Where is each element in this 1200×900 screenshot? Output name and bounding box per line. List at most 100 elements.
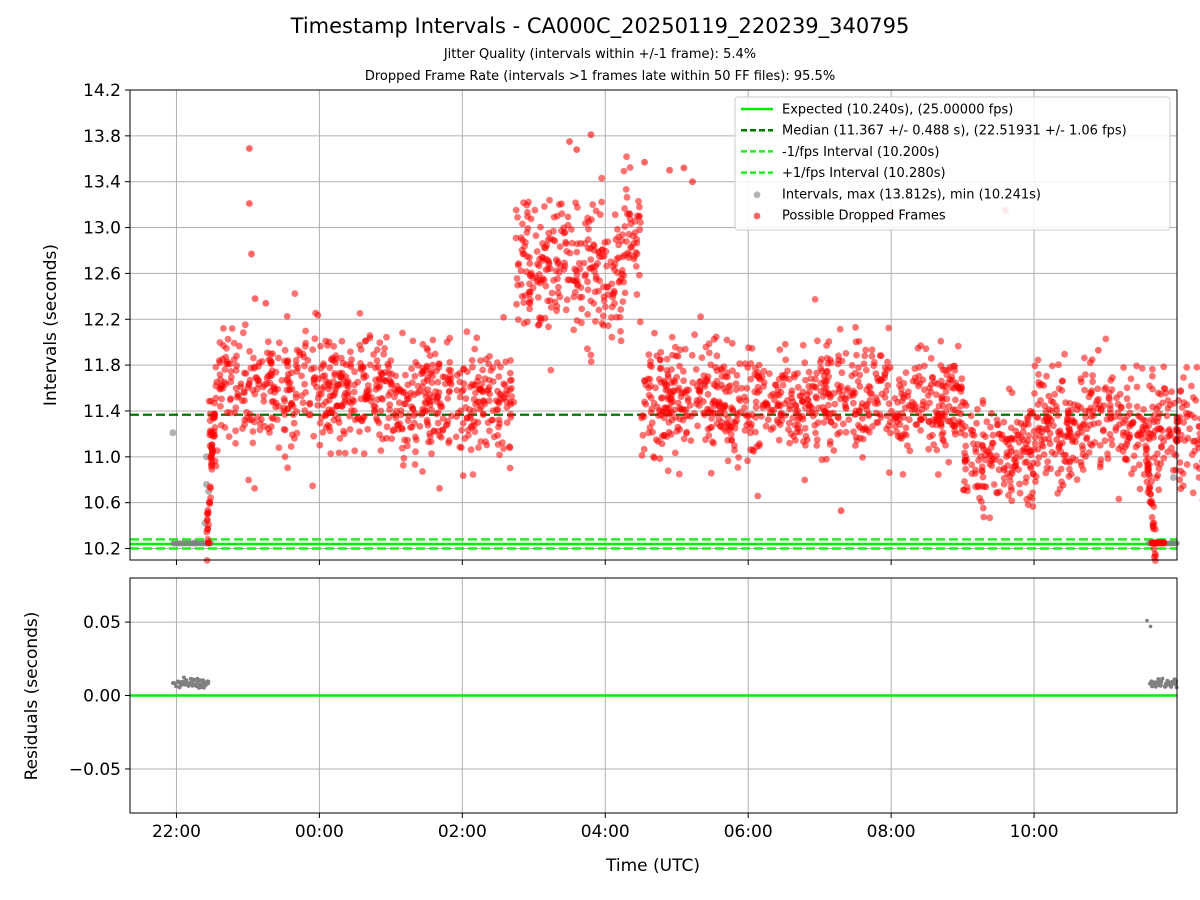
- dropped-frame-point: [825, 373, 832, 381]
- dropped-frame-point: [1054, 412, 1062, 419]
- dropped-frame-point: [1146, 498, 1154, 505]
- dropped-frame-point: [221, 366, 229, 373]
- dropped-frame-point: [1104, 450, 1111, 458]
- dropped-frame-point: [660, 431, 668, 439]
- dropped-frame-point: [419, 468, 426, 475]
- dropped-frame-point: [275, 444, 283, 451]
- dropped-frame-point: [839, 420, 847, 428]
- dropped-frame-point: [1049, 398, 1057, 406]
- dropped-frame-point: [446, 359, 454, 366]
- dropped-frame-point: [404, 395, 411, 403]
- dropped-frame-point: [980, 483, 988, 491]
- dropped-frame-point: [996, 458, 1004, 466]
- bottom-y-tick-label: 0.00: [83, 687, 121, 707]
- dropped-frame-point: [503, 419, 511, 426]
- dropped-frame-point: [275, 354, 282, 362]
- dropped-frame-point: [993, 489, 1000, 496]
- dropped-frame-point: [819, 403, 827, 411]
- dropped-frame-point: [399, 329, 406, 337]
- dropped-frame-point: [813, 369, 820, 377]
- dropped-frame-point: [563, 296, 571, 304]
- dropped-frame-point: [575, 259, 583, 267]
- dropped-frame-point: [496, 451, 503, 459]
- dropped-frame-point: [237, 380, 245, 388]
- dropped-frame-point: [1082, 407, 1089, 415]
- dropped-frame-point: [633, 291, 641, 298]
- dropped-frame-point: [314, 311, 322, 319]
- dropped-frame-point: [1031, 390, 1038, 397]
- dropped-frame-point: [925, 418, 933, 426]
- dropped-frame-point: [543, 241, 550, 249]
- dropped-frame-point: [754, 492, 762, 500]
- dropped-frame-point: [799, 388, 807, 396]
- dropped-frame-point: [1003, 449, 1011, 457]
- dropped-frame-point: [834, 413, 842, 421]
- dropped-frame-point: [1154, 389, 1162, 397]
- residual-point: [171, 681, 175, 685]
- dropped-frame-point: [273, 416, 281, 423]
- dropped-frame-point: [230, 356, 238, 364]
- dropped-frame-point: [241, 321, 249, 329]
- dropped-frame-point: [717, 366, 725, 374]
- residual-point: [182, 682, 187, 687]
- dropped-frame-point: [668, 379, 675, 387]
- dropped-frame-point: [858, 400, 866, 407]
- dropped-frame-point: [862, 346, 870, 354]
- dropped-frame-point: [547, 366, 555, 374]
- dropped-frame-point: [899, 471, 907, 478]
- dropped-frame-point: [269, 350, 276, 358]
- dropped-frame-point: [566, 249, 574, 257]
- dropped-frame-point: [336, 435, 344, 442]
- dropped-frame-point: [525, 288, 533, 296]
- dropped-frame-point: [834, 430, 841, 438]
- dropped-frame-point: [764, 416, 772, 424]
- dropped-frame-point: [281, 453, 289, 461]
- dropped-frame-point: [902, 369, 910, 376]
- dropped-frame-point: [512, 234, 520, 242]
- dropped-frame-point: [526, 305, 533, 313]
- dropped-frame-point: [354, 378, 362, 386]
- dropped-frame-point: [1031, 440, 1039, 447]
- dropped-frame-point: [434, 419, 442, 427]
- dropped-frame-point: [316, 419, 324, 427]
- dropped-frame-point: [299, 399, 307, 407]
- dropped-frame-point: [679, 416, 687, 424]
- dropped-frame-point: [633, 212, 641, 220]
- dropped-frame-point: [836, 325, 844, 333]
- dropped-frame-point: [650, 454, 658, 462]
- dropped-frame-point: [554, 275, 561, 283]
- dropped-frame-point: [1034, 446, 1042, 453]
- dropped-frame-point: [397, 411, 405, 419]
- dropped-frame-point: [724, 373, 731, 381]
- dropped-frame-point: [306, 399, 314, 407]
- bottom-y-tick-label: −0.05: [69, 760, 121, 780]
- dropped-frame-point: [1005, 385, 1013, 393]
- dropped-frame-point: [341, 398, 348, 406]
- dropped-frame-point: [1007, 483, 1015, 491]
- dropped-frame-point: [1000, 418, 1008, 426]
- dropped-frame-point: [853, 351, 860, 359]
- dropped-frame-point: [1168, 388, 1175, 396]
- dropped-frame-point: [883, 412, 891, 420]
- dropped-frame-point: [301, 380, 308, 388]
- dropped-frame-point: [544, 297, 552, 305]
- dropped-frame-point: [429, 361, 437, 369]
- dropped-frame-point: [979, 442, 986, 450]
- dropped-frame-point: [684, 412, 692, 419]
- dropped-frame-point: [280, 395, 288, 402]
- dropped-frame-point: [486, 353, 493, 360]
- dropped-frame-point: [978, 463, 986, 471]
- dropped-frame-point: [599, 246, 606, 254]
- dropped-frame-point: [1153, 450, 1161, 458]
- dropped-frame-point: [784, 397, 791, 404]
- dropped-frame-point: [204, 510, 212, 517]
- dropped-frame-point: [807, 375, 815, 382]
- dropped-frame-point: [309, 482, 316, 490]
- dropped-frame-point: [584, 278, 591, 286]
- dropped-frame-point: [416, 423, 424, 430]
- dropped-frame-point: [621, 289, 629, 297]
- dropped-frame-point: [801, 476, 809, 484]
- dropped-frame-point: [958, 375, 966, 383]
- residual-point: [199, 682, 204, 686]
- dropped-frame-point: [476, 405, 484, 413]
